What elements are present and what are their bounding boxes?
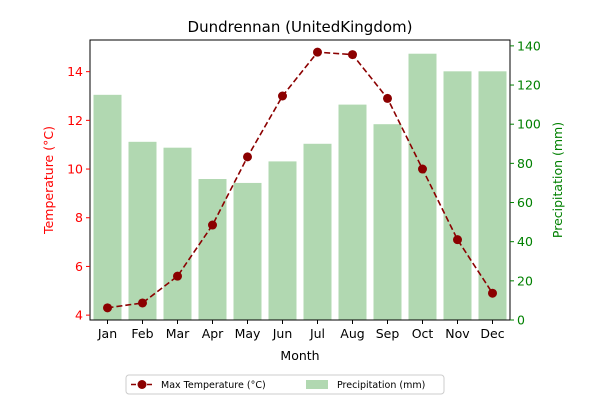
bar-jul — [303, 143, 332, 320]
x-axis: Jan Feb Mar Apr May Jun Jul Aug Sep Oct Nov Dec — [97, 320, 505, 341]
temperature-point-jul — [313, 47, 322, 57]
y-left-tick-label: 10 — [67, 162, 83, 177]
bar-oct — [408, 53, 437, 320]
x-tick-label: Jun — [272, 326, 293, 341]
x-tick-label: Nov — [445, 326, 470, 341]
y-left-tick-label: 14 — [67, 64, 83, 79]
chart-title: Dundrennan (UnitedKingdom) — [188, 18, 413, 36]
legend-label-precipitation: Precipitation (mm) — [337, 380, 425, 391]
y-left-tick-label: 12 — [67, 113, 83, 128]
legend-label-temperature: Max Temperature (°C) — [161, 380, 266, 391]
x-tick-label: Dec — [480, 326, 504, 341]
bar-mar — [163, 147, 192, 320]
bar-aug — [338, 104, 367, 320]
x-tick-label: May — [235, 326, 261, 341]
temperature-point-may — [243, 152, 252, 162]
bar-sep — [373, 124, 402, 320]
bar-dec — [478, 71, 507, 320]
y-axis-right-label: Precipitation (mm) — [550, 122, 565, 238]
temperature-point-sep — [383, 93, 392, 103]
temperature-point-jun — [278, 91, 287, 101]
temperature-point-mar — [173, 271, 182, 281]
legend: Max Temperature (°C) Precipitation (mm) — [125, 374, 445, 395]
y-right-tick-label: 80 — [517, 156, 533, 171]
y-left-tick-label: 4 — [75, 308, 83, 323]
y-left-tick-label: 8 — [75, 210, 83, 225]
temperature-line — [107, 51, 494, 309]
legend-marker-swatch — [137, 380, 147, 389]
y-right-tick-label: 40 — [517, 234, 533, 249]
y-left-tick-label: 6 — [75, 259, 83, 274]
x-axis-label: Month — [280, 348, 319, 363]
x-tick-label: Apr — [202, 326, 224, 341]
y-axis-left-label: Temperature (°C) — [41, 126, 56, 235]
temperature-point-nov — [453, 235, 462, 245]
temperature-point-feb — [138, 298, 147, 308]
bar-nov — [443, 71, 472, 320]
temperature-point-oct — [418, 164, 427, 174]
x-tick-label: Mar — [166, 326, 190, 341]
temperature-line-layer — [103, 47, 497, 313]
bar-jan — [93, 94, 122, 321]
y-right-tick-label: 120 — [517, 78, 541, 93]
x-tick-label: Oct — [412, 326, 434, 341]
bar-jun — [268, 161, 297, 320]
temperature-point-aug — [348, 50, 357, 60]
y-right-tick-label: 140 — [517, 38, 541, 53]
temperature-point-jan — [103, 303, 112, 313]
x-tick-label: Jan — [97, 326, 117, 341]
x-tick-label: Feb — [131, 326, 153, 341]
y-axis-left: 4 6 8 10 12 14 — [67, 64, 90, 323]
y-axis-right: 0 20 40 60 80 100 120 140 — [510, 38, 541, 328]
bar-feb — [128, 141, 157, 320]
bar-apr — [198, 179, 227, 320]
temperature-point-apr — [208, 220, 217, 230]
y-right-tick-label: 60 — [517, 195, 533, 210]
x-tick-label: Aug — [340, 326, 364, 341]
y-right-tick-label: 0 — [517, 313, 525, 328]
temperature-point-dec — [488, 288, 497, 298]
y-right-tick-label: 100 — [517, 117, 541, 132]
y-right-tick-label: 20 — [517, 273, 533, 288]
precipitation-bars — [93, 53, 507, 321]
x-tick-label: Sep — [376, 326, 400, 341]
legend-bar-swatch — [306, 380, 328, 389]
x-tick-label: Jul — [309, 326, 325, 341]
legend-box — [125, 374, 445, 395]
bar-may — [233, 182, 262, 320]
plot-frame — [89, 39, 511, 321]
